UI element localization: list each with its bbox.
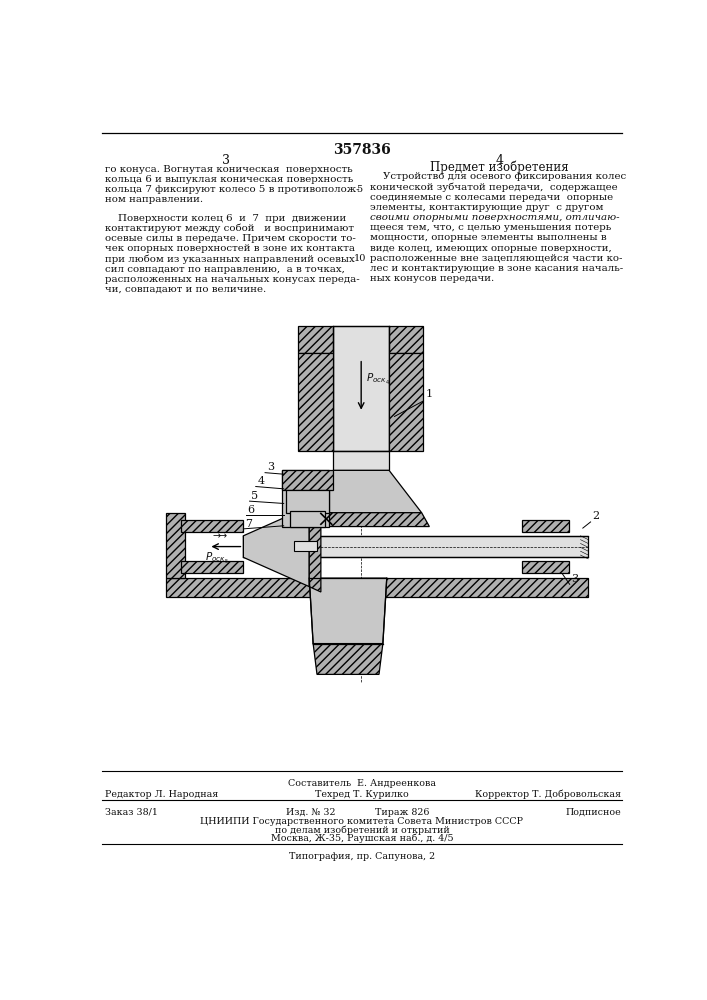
Text: осевые силы в передаче. Причем скорости то-: осевые силы в передаче. Причем скорости … bbox=[105, 234, 356, 243]
Text: Устройство для осевого фиксирования колес: Устройство для осевого фиксирования коле… bbox=[370, 172, 626, 181]
Polygon shape bbox=[301, 513, 429, 527]
Polygon shape bbox=[282, 470, 329, 527]
Text: Корректор Т. Добровольская: Корректор Т. Добровольская bbox=[474, 790, 621, 799]
Text: конической зубчатой передачи,  содержащее: конической зубчатой передачи, содержащее bbox=[370, 183, 618, 192]
Polygon shape bbox=[389, 326, 423, 353]
Text: 3: 3 bbox=[267, 462, 274, 472]
Text: расположенные вне зацепляющейся части ко-: расположенные вне зацепляющейся части ко… bbox=[370, 254, 623, 263]
Text: 5: 5 bbox=[251, 491, 258, 501]
Text: сил совпадают по направлению,  а в точках,: сил совпадают по направлению, а в точках… bbox=[105, 265, 345, 274]
Polygon shape bbox=[522, 561, 569, 573]
Text: Поверхности колец 6  и  7  при  движении: Поверхности колец 6 и 7 при движении bbox=[105, 214, 346, 223]
Text: своими опорными поверхностями, отличаю-: своими опорными поверхностями, отличаю- bbox=[370, 213, 620, 222]
Polygon shape bbox=[309, 578, 387, 644]
Polygon shape bbox=[309, 470, 421, 513]
Text: 357836: 357836 bbox=[333, 143, 391, 157]
Polygon shape bbox=[182, 561, 243, 573]
Text: 10: 10 bbox=[354, 254, 366, 263]
Polygon shape bbox=[243, 507, 309, 587]
Text: 3: 3 bbox=[571, 574, 578, 584]
Text: 3: 3 bbox=[221, 154, 230, 167]
Text: Изд. № 32: Изд. № 32 bbox=[286, 808, 336, 817]
Polygon shape bbox=[290, 511, 325, 527]
Polygon shape bbox=[166, 513, 185, 578]
Text: Тираж 826: Тираж 826 bbox=[375, 808, 430, 817]
Text: ном направлении.: ном направлении. bbox=[105, 195, 204, 204]
Text: Составитель  Е. Андреенкова: Составитель Е. Андреенкова bbox=[288, 779, 436, 788]
Text: $P_{оск_5}$: $P_{оск_5}$ bbox=[204, 550, 228, 566]
Text: Москва, Ж-35, Раушская наб., д. 4/5: Москва, Ж-35, Раушская наб., д. 4/5 bbox=[271, 834, 453, 843]
Text: соединяемые с колесами передачи  опорные: соединяемые с колесами передачи опорные bbox=[370, 193, 614, 202]
Text: контактируют между собой   и воспринимают: контактируют между собой и воспринимают bbox=[105, 224, 354, 233]
Text: Редактор Л. Народная: Редактор Л. Народная bbox=[105, 790, 218, 799]
Text: Техред Т. Курилко: Техред Т. Курилко bbox=[315, 790, 409, 799]
Text: лес и контактирующие в зоне касания началь-: лес и контактирующие в зоне касания нача… bbox=[370, 264, 624, 273]
Text: 1: 1 bbox=[426, 389, 433, 399]
Text: ЦНИИПИ Государственного комитета Совета Министров СССР: ЦНИИПИ Государственного комитета Совета … bbox=[201, 817, 523, 826]
Text: кольца 6 и выпуклая коническая поверхность: кольца 6 и выпуклая коническая поверхнос… bbox=[105, 175, 354, 184]
Text: 6: 6 bbox=[247, 505, 255, 515]
Text: чи, совпадают и по величине.: чи, совпадают и по величине. bbox=[105, 285, 267, 294]
Text: при любом из указанных направлений осевых: при любом из указанных направлений осевы… bbox=[105, 254, 355, 264]
Text: 5: 5 bbox=[356, 185, 363, 194]
Polygon shape bbox=[313, 644, 383, 674]
Text: ных конусов передачи.: ных конусов передачи. bbox=[370, 274, 495, 283]
Polygon shape bbox=[166, 578, 588, 597]
Text: щееся тем, что, с целью уменьшения потерь: щееся тем, что, с целью уменьшения потер… bbox=[370, 223, 612, 232]
Polygon shape bbox=[298, 326, 333, 353]
Text: чек опорных поверхностей в зоне их контакта: чек опорных поверхностей в зоне их конта… bbox=[105, 244, 356, 253]
Text: го конуса. Вогнутая коническая  поверхность: го конуса. Вогнутая коническая поверхнос… bbox=[105, 165, 353, 174]
Text: расположенных на начальных конусах переда-: расположенных на начальных конусах перед… bbox=[105, 275, 360, 284]
Text: 2: 2 bbox=[592, 511, 600, 521]
Text: 7: 7 bbox=[245, 519, 252, 529]
Text: элементы, контактирующие друг  с другом: элементы, контактирующие друг с другом bbox=[370, 203, 604, 212]
Text: →: → bbox=[212, 532, 221, 542]
Polygon shape bbox=[522, 520, 569, 532]
Text: 4: 4 bbox=[495, 154, 503, 167]
Text: по делам изобретений и открытий: по делам изобретений и открытий bbox=[274, 825, 450, 835]
Polygon shape bbox=[286, 490, 329, 513]
Polygon shape bbox=[243, 536, 588, 557]
Text: виде колец, имеющих опорные поверхности,: виде колец, имеющих опорные поверхности, bbox=[370, 244, 612, 253]
Polygon shape bbox=[389, 353, 423, 451]
Text: Типография, пр. Сапунова, 2: Типография, пр. Сапунова, 2 bbox=[289, 852, 435, 861]
Polygon shape bbox=[293, 541, 317, 551]
Polygon shape bbox=[182, 520, 243, 532]
Text: Предмет изобретения: Предмет изобретения bbox=[430, 161, 568, 174]
Text: $P_{оск_4}$: $P_{оск_4}$ bbox=[366, 372, 390, 387]
Polygon shape bbox=[333, 326, 389, 451]
Text: →: → bbox=[218, 532, 227, 542]
Polygon shape bbox=[333, 451, 389, 470]
Polygon shape bbox=[298, 353, 333, 451]
Polygon shape bbox=[282, 470, 333, 490]
Polygon shape bbox=[309, 501, 321, 592]
Text: кольца 7 фиксируют колесо 5 в противополож-: кольца 7 фиксируют колесо 5 в противопол… bbox=[105, 185, 360, 194]
Text: 4: 4 bbox=[257, 476, 264, 486]
Text: Подписное: Подписное bbox=[565, 808, 621, 817]
Text: мощности, опорные элементы выполнены в: мощности, опорные элементы выполнены в bbox=[370, 233, 607, 242]
Text: Заказ 38/1: Заказ 38/1 bbox=[105, 808, 158, 817]
